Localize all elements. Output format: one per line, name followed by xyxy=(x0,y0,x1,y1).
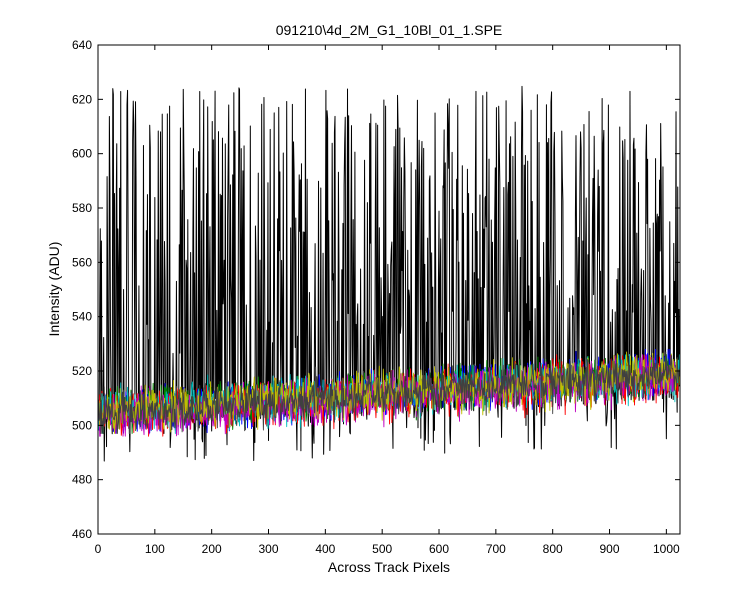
y-tick-label: 480 xyxy=(72,473,92,487)
x-tick-label: 700 xyxy=(486,542,506,556)
series-line-1 xyxy=(98,85,680,462)
y-tick-label: 540 xyxy=(72,310,92,324)
series-line-8 xyxy=(98,351,680,434)
y-tick-label: 600 xyxy=(72,147,92,161)
x-tick-label: 800 xyxy=(543,542,563,556)
x-tick-label: 500 xyxy=(372,542,392,556)
x-tick-label: 600 xyxy=(429,542,449,556)
y-axis: 460 480 500 520 540 560 580 600 620 640 xyxy=(72,38,680,541)
y-tick-label: 520 xyxy=(72,364,92,378)
x-tick-label: 200 xyxy=(202,542,222,556)
x-tick-label: 0 xyxy=(95,542,102,556)
chart-title: 091210\4d_2M_G1_10Bl_01_1.SPE xyxy=(276,22,503,38)
x-tick-label: 400 xyxy=(315,542,335,556)
x-tick-label: 1000 xyxy=(653,542,680,556)
y-tick-label: 580 xyxy=(72,201,92,215)
x-tick-label: 100 xyxy=(145,542,165,556)
x-tick-label: 300 xyxy=(258,542,278,556)
y-tick-label: 620 xyxy=(72,92,92,106)
x-axis-label: Across Track Pixels xyxy=(328,559,450,575)
y-tick-label: 560 xyxy=(72,255,92,269)
x-tick-label: 900 xyxy=(600,542,620,556)
plot-frame xyxy=(97,44,681,535)
x-axis: 0 100 200 300 400 500 600 700 800 900 1000 xyxy=(95,45,680,556)
y-tick-label: 500 xyxy=(72,418,92,432)
y-axis-label: Intensity (ADU) xyxy=(46,242,62,337)
y-tick-label: 640 xyxy=(72,38,92,52)
series-layer xyxy=(98,85,680,462)
plot-area xyxy=(98,45,680,534)
y-tick-label: 460 xyxy=(72,527,92,541)
